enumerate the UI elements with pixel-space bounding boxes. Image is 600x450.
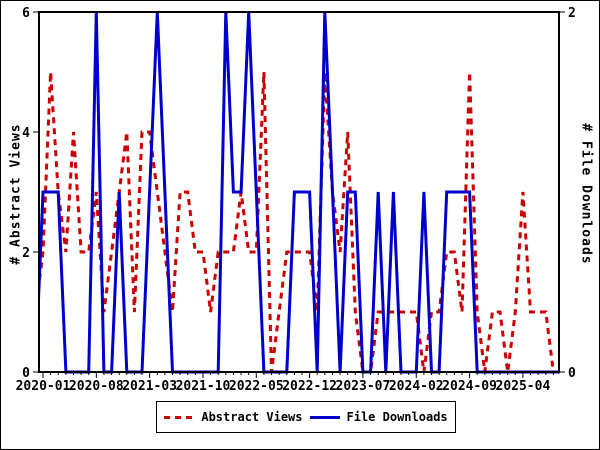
y-left-tick-label: 2 — [22, 246, 30, 261]
x-tick-label: 2025-04 — [496, 379, 551, 394]
abstract-views-legend-sample — [164, 415, 195, 419]
y-right-tick-label: 2 — [568, 6, 576, 21]
x-tick-label: 2024-02 — [389, 379, 444, 394]
x-tick-label: 2021-03 — [122, 379, 177, 394]
y-left-tick-label: 0 — [22, 366, 30, 381]
abstract-views-line — [38, 71, 555, 374]
x-tick-label: 2024-09 — [442, 379, 497, 394]
y-right-axis-title: # File Downloads — [578, 123, 594, 265]
abstract-views-legend-label: Abstract Views — [201, 410, 303, 424]
plot-border — [38, 11, 560, 373]
file-downloads-legend-sample — [309, 415, 340, 419]
x-tick-label: 2022-12 — [282, 379, 337, 394]
legend: Abstract Views File Downloads — [156, 401, 456, 433]
y-left-tick-label: 4 — [22, 126, 30, 141]
x-tick-label: 2021-10 — [176, 379, 231, 394]
y-left-tick-label: 6 — [22, 6, 30, 21]
x-tick-label: 2020-01 — [16, 379, 71, 394]
y-right-tick-label: 0 — [568, 366, 576, 381]
x-tick-label: 2022-05 — [229, 379, 284, 394]
x-tick-label: 2023-07 — [336, 379, 391, 394]
file-downloads-line — [38, 11, 560, 374]
x-tick-label: 2020-08 — [69, 379, 124, 394]
y-left-axis-title: # Abstract Views — [8, 123, 24, 265]
file-downloads-legend-label: File Downloads — [346, 410, 448, 424]
